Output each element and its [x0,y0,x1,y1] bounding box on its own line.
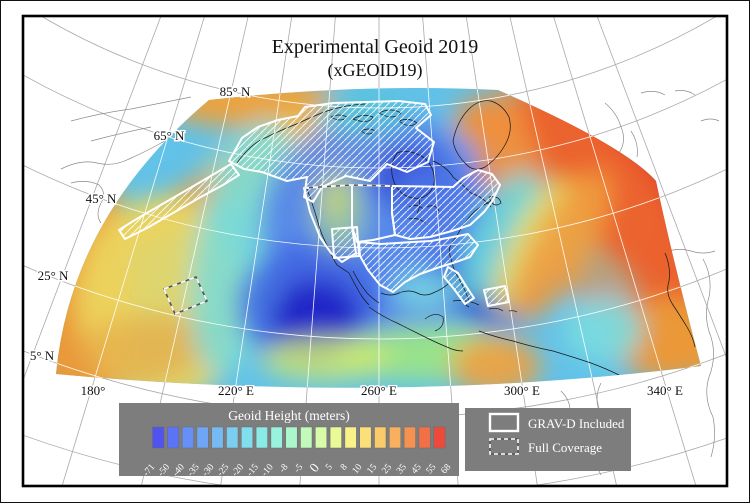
colorbar-tick-label: 8 [339,462,350,472]
gravd-puerto-rico [483,285,510,307]
colorbar-swatch [270,426,283,449]
coastline-path [702,258,715,458]
colorbar-swatch [329,426,342,449]
colorbar-swatch [315,426,328,449]
legend-item-label: GRAV-D Included [528,416,625,431]
gravd-florida [443,266,475,305]
colorbar-swatch [211,426,224,449]
legend-item-label: Full Coverage [528,440,602,455]
colorbar-swatch [418,426,431,449]
longitude-label: 340° E [647,383,683,398]
colorbar-title: Geoid Height (meters) [228,408,349,423]
colorbar-swatch [300,426,313,449]
colorbar-swatch [226,426,239,449]
coastline-path [70,96,192,142]
latitude-label: 65° N [154,128,185,143]
gravd-alaska [228,100,435,203]
gravd-aleutians [118,163,240,240]
colorbar-swatch [152,426,165,449]
coastline-path [348,270,380,306]
coastline-path [70,181,104,224]
latitude-label: 45° N [86,191,117,206]
colorbar-swatch [359,426,372,449]
colorbar-swatch [374,426,387,449]
coastline-path [664,252,696,348]
latitude-label: 85° N [220,84,251,99]
coastline-path [424,314,444,332]
legend-dashed-swatch-overlay [489,438,519,455]
colorbar-swatch [403,426,416,449]
map-legend-panel: GRAV-D Included Full Coverage [465,408,631,471]
coastline-path [640,90,720,122]
coastline-path [478,330,620,376]
latitude-label: 25° N [38,268,69,283]
legend-solid-swatch [488,412,520,433]
gravd-conus-east [391,169,501,240]
coastline-path [452,100,511,170]
map-title: Experimental Geoid 2019 [272,36,479,58]
colorbar-swatch [389,426,402,449]
colorbar-swatch [255,426,268,449]
colorbar-swatch [241,426,254,449]
map-frame [21,14,729,488]
longitude-labels: 180° 220° E 260° E 300° E 340° E [79,382,684,400]
gravd-south [358,233,479,293]
longitude-label: 260° E [361,383,397,398]
colorbar-panel: Geoid Height (meters) -71 -50 [119,403,459,479]
colorbar-swatch [167,426,180,449]
latitude-label: 5° N [30,348,55,363]
colorbar-swatch [181,426,194,449]
gravd-outlines [118,100,510,307]
colorbar-swatch [196,426,209,449]
longitude-label: 180° [81,383,106,398]
colorbar-swatch [433,426,446,449]
latitude-labels: 85° N 65° N 45° N 25° N 5° N [28,83,252,365]
colorbar-swatches [152,426,446,449]
colorbar-swatch [344,426,357,449]
map-subtitle: (xGEOID19) [328,60,423,81]
colorbar-tick-label: 5 [324,462,335,472]
longitude-label: 300° E [504,383,540,398]
coastline-path [368,306,464,352]
gravd-four-corners [331,226,360,259]
full-coverage-outlines [162,184,393,316]
colorbar-swatch [285,426,298,449]
longitude-label: 220° E [218,383,254,398]
